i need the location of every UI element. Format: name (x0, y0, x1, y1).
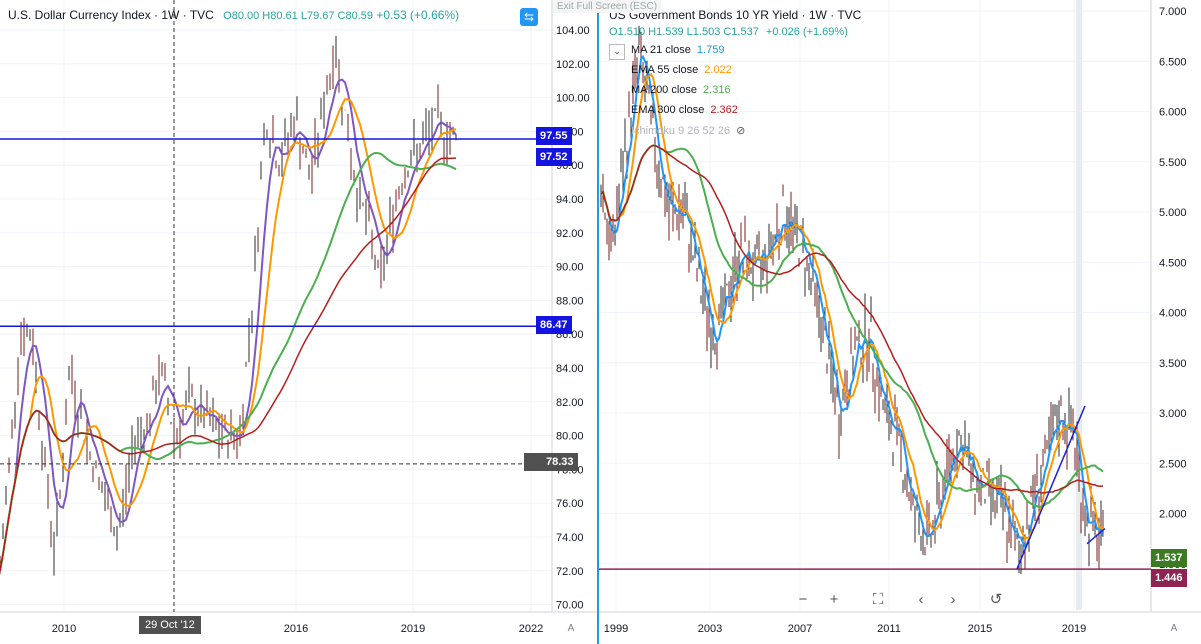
ma21-line (600, 54, 1104, 549)
hidden-eye-icon[interactable]: ⊘ (736, 125, 746, 137)
left-time-axis-label: 2022 (519, 623, 543, 635)
indicator-legend-row[interactable]: EMA 55 close 2.022 (631, 64, 732, 76)
right-price-axis-label: 5.500 (1159, 157, 1187, 169)
right-price-axis-label: 7.000 (1159, 6, 1187, 18)
ema55-line (600, 72, 1104, 541)
left-price-axis-label: 72.00 (556, 566, 584, 578)
left-line-tag-lower: 86.47 (536, 316, 572, 334)
right-price-axis-label: 6.500 (1159, 56, 1187, 68)
right-price-axis-label: 3.500 (1159, 358, 1187, 370)
indicator-label: Ichimoku 9 26 52 26 (631, 125, 731, 137)
pane-divider[interactable] (597, 0, 600, 644)
scroll-right-button[interactable]: › (950, 591, 956, 608)
indicator-value: 2.316 (703, 84, 731, 96)
left-price-axis-label: 90.00 (556, 262, 584, 274)
trendline-short (1086, 528, 1106, 545)
right-price-axis-label: 2.000 (1159, 509, 1187, 521)
right-time-axis-label: 2011 (877, 623, 901, 635)
left-price-axis-label: 76.00 (556, 498, 584, 510)
right-symbol-title[interactable]: US Government Bonds 10 YR Yield · 1W · T… (609, 8, 862, 22)
left-price-axis-label: 70.00 (556, 600, 584, 612)
indicator-label: EMA 55 close (631, 64, 699, 76)
scroll-left-button[interactable]: ‹ (918, 591, 924, 608)
right-change: +0.026 (+1.69%) (765, 26, 848, 38)
right-price-axis-label: 3.000 (1159, 408, 1187, 420)
green-ma-line (0, 151, 457, 572)
left-price-axis-label: 94.00 (556, 194, 584, 206)
right-line-tag: 1.446 (1151, 569, 1187, 587)
right-price-axis-label: 2.500 (1159, 458, 1187, 470)
left-time-axis-label: 2010 (52, 623, 76, 635)
right-ohlc: O1.510 H1.539 L1.503 C1.537 (609, 26, 759, 38)
indicator-legend-row[interactable]: Ichimoku 9 26 52 26 ⊘ (631, 124, 745, 137)
dxy-chart-canvas[interactable]: 104.00102.00100.0098.0096.0094.0092.0090… (0, 0, 598, 644)
right-price-axis-label: 5.000 (1159, 207, 1187, 219)
highlight-band (1076, 0, 1082, 610)
right-price-axis-label: 4.500 (1159, 257, 1187, 269)
indicator-legend-row[interactable]: EMA 300 close 2.362 (631, 104, 738, 116)
left-price-axis-label: 84.00 (556, 363, 584, 375)
fullscreen-icon[interactable]: ⛶ (872, 591, 884, 608)
ema300-line (600, 144, 1104, 494)
left-time-axis-label: 2016 (284, 623, 308, 635)
exit-fullscreen-hint[interactable]: Exit Full Screen (ESC) (553, 0, 662, 13)
reset-chart-button[interactable]: ↺ (989, 591, 1003, 608)
legend-collapse-icon[interactable]: ⌄ (609, 44, 625, 60)
indicator-label: MA 21 close (631, 44, 691, 56)
right-autoscale-button[interactable]: A (1170, 623, 1178, 634)
left-chart-legend: U.S. Dollar Currency Index · 1W · TVC O8… (8, 8, 459, 22)
red-ema-line (0, 157, 457, 572)
left-line-tag-upper: 97.55 (536, 127, 572, 145)
left-autoscale-button[interactable]: A (567, 623, 575, 634)
compare-icon[interactable]: ⇆ (520, 8, 538, 26)
left-chart-pane[interactable]: 104.00102.00100.0098.0096.0094.0092.0090… (0, 0, 598, 644)
left-price-axis-label: 102.00 (556, 59, 590, 71)
left-time-axis-label: 2019 (401, 623, 425, 635)
trendline (1016, 405, 1086, 570)
right-time-axis-label: 2003 (698, 623, 722, 635)
crosshair-price-tag: 78.33 (524, 453, 578, 471)
us10y-chart-canvas[interactable]: 7.000 6.500 6.000 5.500 5.000 4.500 4.000 3.500… (599, 0, 1201, 644)
left-symbol-title[interactable]: U.S. Dollar Currency Index · 1W · TVC (8, 8, 214, 22)
ma200-line (600, 144, 1104, 509)
indicator-legend-row[interactable]: MA 200 close 2.316 (631, 84, 731, 96)
right-time-axis-label: 2007 (788, 623, 812, 635)
indicator-legend-row[interactable]: MA 21 close 1.759 (631, 44, 724, 56)
crosshair-date-tag: 29 Oct '12 (139, 616, 201, 634)
left-price-axis-label: 104.00 (556, 25, 590, 37)
right-ohlc-row: O1.510 H1.539 L1.503 C1.537 +0.026 (+1.6… (609, 26, 848, 38)
right-price-tag: 1.537 (1151, 549, 1187, 567)
left-ohlc: O80.00 H80.61 L79.67 C80.59 (223, 10, 374, 22)
indicator-label: MA 200 close (631, 84, 698, 96)
left-price-axis-label: 80.00 (556, 431, 584, 443)
right-price-axis-label: 6.000 (1159, 107, 1187, 119)
right-time-axis-label: 1999 (604, 623, 628, 635)
right-symbol-row: US Government Bonds 10 YR Yield · 1W · T… (609, 8, 861, 22)
right-time-axis-label: 2019 (1062, 623, 1086, 635)
right-time-axis-label: 2015 (968, 623, 992, 635)
orange-ema-line (0, 98, 457, 572)
purple-ma-line (0, 78, 457, 572)
left-price-axis-label: 100.00 (556, 93, 590, 105)
left-price-axis-label: 88.00 (556, 295, 584, 307)
right-chart-pane[interactable]: 7.000 6.500 6.000 5.500 5.000 4.500 4.000 3.500… (599, 0, 1201, 644)
indicator-value: 2.022 (704, 64, 732, 76)
left-price-axis-label: 82.00 (556, 397, 584, 409)
left-price-axis-label: 92.00 (556, 228, 584, 240)
left-price-axis-label: 74.00 (556, 532, 584, 544)
indicator-label: EMA 300 close (631, 104, 705, 116)
left-change: +0.53 (+0.66%) (376, 8, 460, 22)
zoom-in-button[interactable]: + (829, 591, 839, 608)
left-price-tag: 97.52 (536, 148, 572, 166)
indicator-value: 1.759 (696, 44, 725, 56)
zoom-out-button[interactable]: − (798, 591, 808, 608)
right-price-axis-label: 4.000 (1159, 308, 1187, 320)
indicator-value: 2.362 (710, 104, 738, 116)
